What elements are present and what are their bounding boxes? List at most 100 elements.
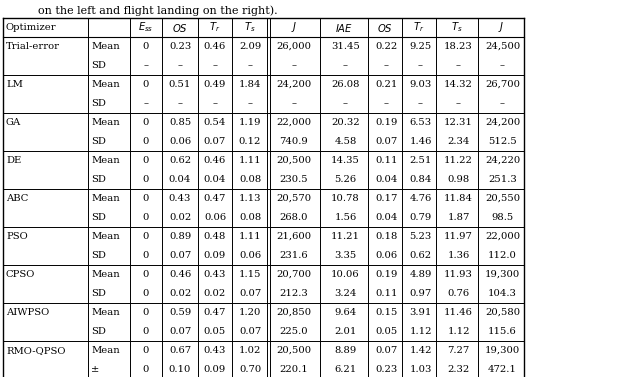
Text: 0.02: 0.02 [169,289,191,298]
Text: PSO: PSO [6,232,28,241]
Text: SD: SD [91,289,106,298]
Text: 115.6: 115.6 [488,327,517,336]
Text: –: – [143,61,148,70]
Text: 0.98: 0.98 [447,175,470,184]
Text: Trial-error: Trial-error [6,42,60,51]
Text: 0.46: 0.46 [169,270,191,279]
Text: $J$: $J$ [291,20,297,35]
Text: 0.89: 0.89 [169,232,191,241]
Text: 26,700: 26,700 [485,80,520,89]
Text: –: – [212,99,218,108]
Text: –: – [418,99,423,108]
Text: 0.23: 0.23 [169,42,191,51]
Text: 1.84: 1.84 [239,80,261,89]
Text: –: – [291,61,296,70]
Text: 11.21: 11.21 [331,232,360,241]
Text: 24,200: 24,200 [276,80,312,89]
Text: 10.06: 10.06 [331,270,360,279]
Text: SD: SD [91,251,106,260]
Text: 4.58: 4.58 [334,137,356,146]
Text: 0.59: 0.59 [169,308,191,317]
Text: 112.0: 112.0 [488,251,517,260]
Text: 0: 0 [143,156,149,165]
Text: 0.62: 0.62 [169,156,191,165]
Text: GA: GA [6,118,21,127]
Text: 225.0: 225.0 [280,327,308,336]
Text: LM: LM [6,80,23,89]
Text: RMO-QPSO: RMO-QPSO [6,346,65,355]
Text: 20,570: 20,570 [276,194,312,203]
Text: 21,600: 21,600 [276,232,312,241]
Text: 0.19: 0.19 [375,118,397,127]
Text: 11.22: 11.22 [444,156,473,165]
Text: 2.09: 2.09 [239,42,261,51]
Text: 0.02: 0.02 [169,213,191,222]
Text: 0.09: 0.09 [204,365,226,374]
Text: 0: 0 [143,365,149,374]
Text: 0.09: 0.09 [204,251,226,260]
Text: 0: 0 [143,137,149,146]
Text: 220.1: 220.1 [280,365,308,374]
Text: 0.07: 0.07 [204,137,226,146]
Text: 22,000: 22,000 [276,118,312,127]
Text: 104.3: 104.3 [488,289,517,298]
Text: 0: 0 [143,270,149,279]
Text: –: – [343,99,348,108]
Text: Mean: Mean [91,118,120,127]
Text: CPSO: CPSO [6,270,35,279]
Text: 2.51: 2.51 [410,156,432,165]
Text: SD: SD [91,213,106,222]
Text: 0.19: 0.19 [375,270,397,279]
Text: $OS$: $OS$ [172,21,188,34]
Text: SD: SD [91,327,106,336]
Text: 1.03: 1.03 [410,365,432,374]
Text: 0.05: 0.05 [204,327,226,336]
Text: ABC: ABC [6,194,28,203]
Text: 0.54: 0.54 [204,118,226,127]
Text: 0.04: 0.04 [204,175,226,184]
Text: 0: 0 [143,80,149,89]
Text: 0.06: 0.06 [376,251,397,260]
Text: 0.07: 0.07 [169,327,191,336]
Text: $IAE$: $IAE$ [335,21,353,34]
Text: 0.97: 0.97 [410,289,431,298]
Text: 20,580: 20,580 [485,308,520,317]
Text: 11.97: 11.97 [444,232,473,241]
Text: –: – [384,99,389,108]
Text: 0.23: 0.23 [376,365,397,374]
Text: 0.07: 0.07 [239,327,261,336]
Text: 9.25: 9.25 [410,42,431,51]
Text: 231.6: 231.6 [280,251,308,260]
Text: 0.12: 0.12 [239,137,261,146]
Text: 2.32: 2.32 [447,365,470,374]
Text: 0.43: 0.43 [169,194,191,203]
Text: 0.43: 0.43 [204,270,226,279]
Text: 0.04: 0.04 [375,175,397,184]
Text: 2.01: 2.01 [334,327,356,336]
Text: 0: 0 [143,251,149,260]
Text: Mean: Mean [91,156,120,165]
Text: –: – [343,61,348,70]
Text: 26.08: 26.08 [332,80,360,89]
Text: ±: ± [91,365,99,374]
Text: 31.45: 31.45 [331,42,360,51]
Text: 0.08: 0.08 [239,175,261,184]
Text: 20,850: 20,850 [276,308,312,317]
Text: 12.31: 12.31 [444,118,473,127]
Text: 4.89: 4.89 [410,270,432,279]
Text: 0.67: 0.67 [169,346,191,355]
Text: 19,300: 19,300 [485,270,520,279]
Text: 0.84: 0.84 [410,175,432,184]
Text: 0.10: 0.10 [169,365,191,374]
Text: 0: 0 [143,346,149,355]
Text: –: – [418,61,423,70]
Text: 26,000: 26,000 [276,42,312,51]
Text: DE: DE [6,156,21,165]
Text: 0.76: 0.76 [447,289,470,298]
Text: 18.23: 18.23 [444,42,473,51]
Text: 0.43: 0.43 [204,346,226,355]
Text: 0.04: 0.04 [375,213,397,222]
Text: 0.22: 0.22 [376,42,397,51]
Text: –: – [500,99,505,108]
Text: 1.11: 1.11 [239,232,261,241]
